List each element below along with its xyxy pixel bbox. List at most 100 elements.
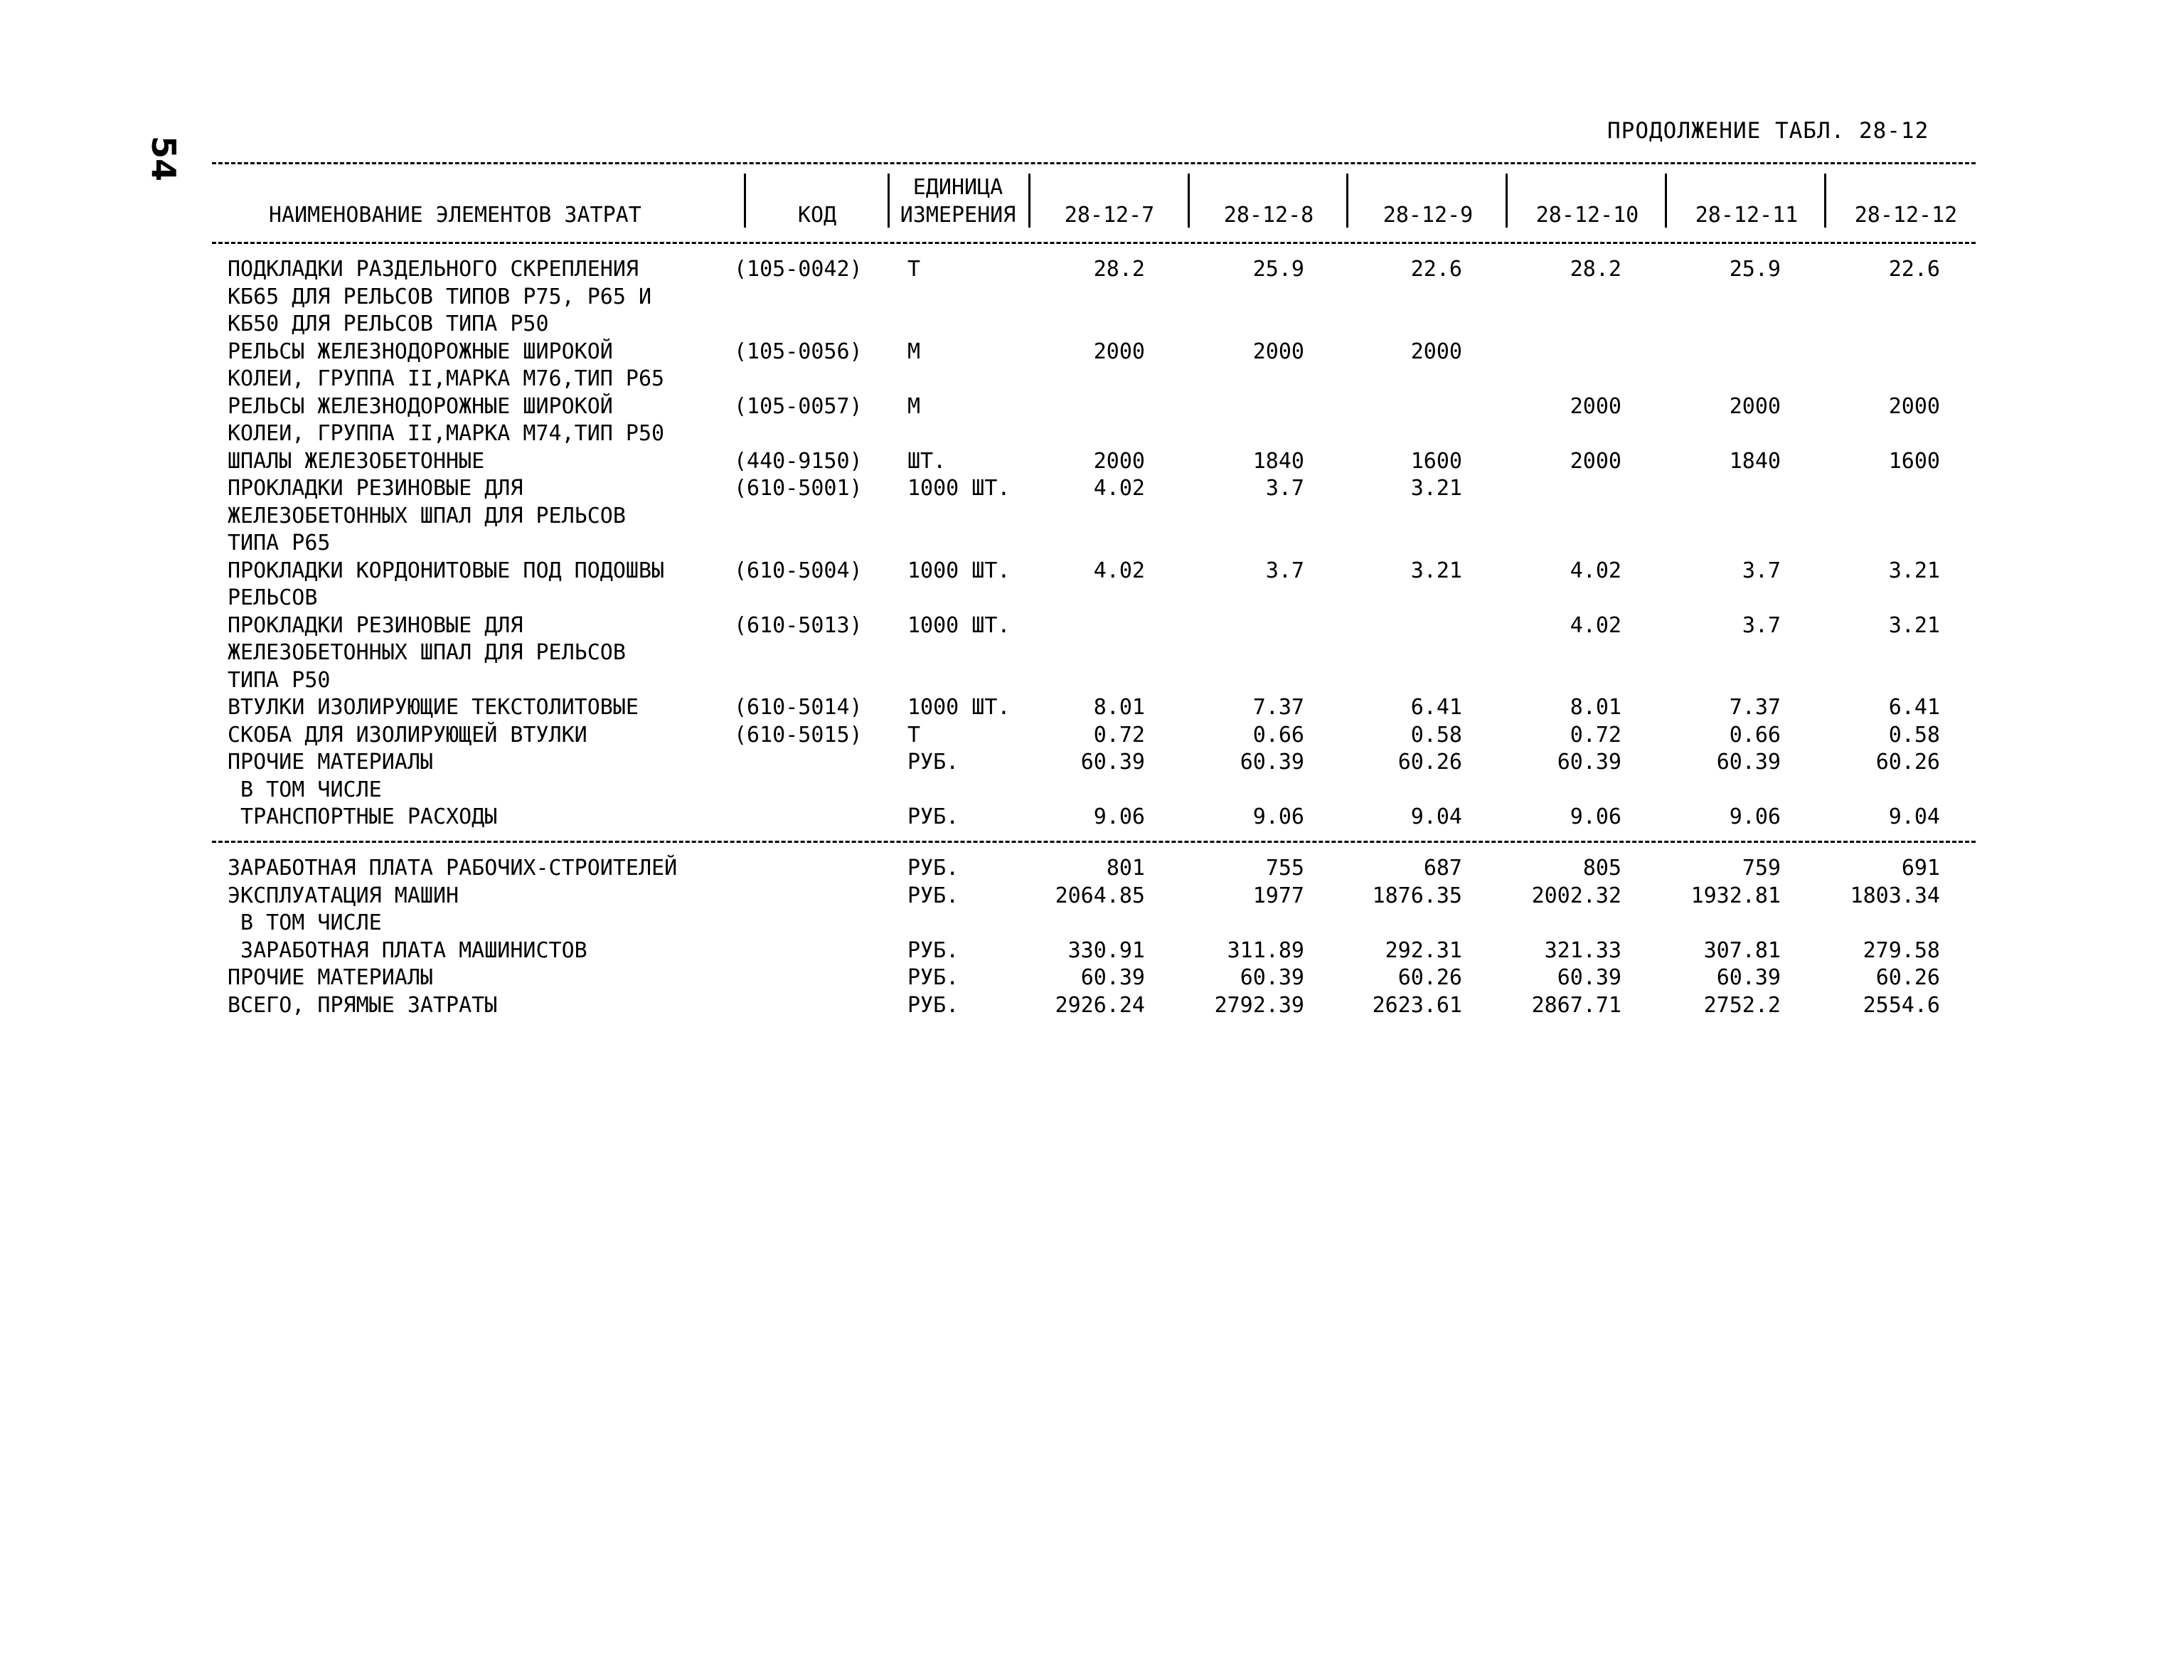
row-value: 2752.2 (1703, 992, 1781, 1018)
row-value: 3.21 (1888, 558, 1940, 583)
row-name-line: ПРОЧИЕ МАТЕРИАЛЫ (228, 750, 433, 775)
row-value: 2000 (1570, 393, 1621, 419)
row-value: 7.37 (1729, 695, 1781, 720)
row-value: 0.72 (1570, 722, 1621, 748)
section-divider-rule (212, 841, 1976, 843)
row-value: 8.01 (1570, 695, 1621, 720)
header-column: 28-12-12 (1854, 203, 1958, 228)
row-value: 2867.71 (1531, 992, 1621, 1018)
row-value: 60.39 (1240, 965, 1304, 990)
row-code: (610-5014) (734, 695, 863, 720)
row-name-line: ПРОЧИЕ МАТЕРИАЛЫ (228, 965, 433, 990)
header-separator (744, 174, 746, 228)
row-value: 60.39 (1080, 965, 1145, 990)
row-value: 9.04 (1888, 804, 1940, 829)
row-value: 4.02 (1570, 612, 1621, 638)
row-name-line: ШПАЛЫ ЖЕЛЕЗОБЕТОННЫЕ (228, 448, 485, 474)
row-value: 0.58 (1410, 722, 1462, 748)
row-code: (610-5001) (734, 476, 863, 501)
header-separator (1506, 174, 1508, 228)
row-unit: РУБ. (907, 992, 959, 1018)
row-value: 0.66 (1729, 722, 1781, 748)
row-code: (105-0056) (734, 339, 863, 364)
row-value: 4.02 (1570, 558, 1621, 583)
row-value: 60.39 (1716, 750, 1781, 775)
row-value: 9.06 (1570, 804, 1621, 829)
row-name-line: ЗАРАБОТНАЯ ПЛАТА РАБОЧИХ-СТРОИТЕЛЕЙ (228, 856, 678, 881)
row-value: 8.01 (1093, 695, 1145, 720)
row-value: 2064.85 (1055, 883, 1145, 908)
row-value: 279.58 (1863, 937, 1940, 963)
row-code: (105-0042) (734, 257, 863, 282)
row-unit: 1000 ШТ. (907, 558, 1011, 583)
row-value: 1600 (1410, 448, 1462, 474)
row-value: 9.04 (1410, 804, 1462, 829)
row-name-line: КОЛЕИ, ГРУППА II,МАРКА М76,ТИП Р65 (228, 366, 665, 391)
row-value: 60.26 (1397, 750, 1462, 775)
row-unit: РУБ. (907, 750, 959, 775)
row-value: 60.39 (1716, 965, 1781, 990)
row-unit: 1000 ШТ. (907, 612, 1011, 638)
row-name-line: ПРОКЛАДКИ РЕЗИНОВЫЕ ДЛЯ (228, 612, 523, 638)
row-name-line: РЕЛЬСЫ ЖЕЛЕЗНОДОРОЖНЫЕ ШИРОКОЙ (228, 393, 613, 419)
header-separator (1665, 174, 1667, 228)
row-value: 60.39 (1080, 750, 1145, 775)
header-separator (1188, 174, 1190, 228)
row-value: 1977 (1252, 883, 1304, 908)
row-value: 0.72 (1093, 722, 1145, 748)
row-value: 60.26 (1875, 965, 1940, 990)
row-name-line: КОЛЕИ, ГРУППА II,МАРКА М74,ТИП Р50 (228, 421, 665, 446)
row-value: 2000 (1570, 448, 1621, 474)
header-separator (1028, 174, 1030, 228)
row-value: 755 (1265, 856, 1304, 881)
row-unit: РУБ. (907, 856, 959, 881)
header-separator (1824, 174, 1826, 228)
row-value: 3.21 (1410, 476, 1462, 501)
row-value: 60.26 (1397, 965, 1462, 990)
row-value: 2554.6 (1863, 992, 1940, 1018)
row-value: 60.39 (1557, 750, 1621, 775)
row-value: 1803.34 (1850, 883, 1940, 908)
row-name-line: СКОБА ДЛЯ ИЗОЛИРУЮЩЕЙ ВТУЛКИ (228, 722, 587, 748)
row-value: 60.39 (1240, 750, 1304, 775)
row-value: 3.21 (1410, 558, 1462, 583)
row-unit: М (907, 393, 921, 419)
row-value: 25.9 (1252, 257, 1304, 282)
row-value: 691 (1901, 856, 1940, 881)
row-value: 2000 (1093, 448, 1145, 474)
row-unit: РУБ. (907, 804, 959, 829)
row-value: 22.6 (1888, 257, 1940, 282)
row-value: 311.89 (1227, 937, 1304, 963)
row-value: 22.6 (1410, 257, 1462, 282)
row-value: 7.37 (1252, 695, 1304, 720)
header-column: 28-12-9 (1383, 203, 1474, 228)
row-value: 330.91 (1067, 937, 1145, 963)
header-separator (1346, 174, 1348, 228)
table-top-rule (212, 162, 1976, 164)
row-value: 805 (1582, 856, 1621, 881)
row-name-line: ВСЕГО, ПРЯМЫЕ ЗАТРАТЫ (228, 992, 498, 1018)
row-unit: 1000 ШТ. (907, 476, 1011, 501)
row-value: 0.66 (1252, 722, 1304, 748)
row-value: 1932.81 (1690, 883, 1781, 908)
row-value: 3.7 (1742, 612, 1781, 638)
header-column: 28-12-10 (1535, 203, 1639, 228)
row-name-line: ЖЕЛЕЗОБЕТОННЫХ ШПАЛ ДЛЯ РЕЛЬСОВ (228, 640, 626, 665)
header-column: 28-12-8 (1223, 203, 1314, 228)
row-code: (440-9150) (734, 448, 863, 474)
row-unit: 1000 ШТ. (907, 695, 1011, 720)
row-value: 292.31 (1385, 937, 1462, 963)
row-value: 2000 (1888, 393, 1940, 419)
row-value: 321.33 (1544, 937, 1621, 963)
row-value: 2000 (1410, 339, 1462, 364)
row-code: (610-5015) (734, 722, 863, 748)
row-name-line: В ТОМ ЧИСЛЕ (228, 910, 382, 935)
header-unit-line1: ЕДИНИЦА (912, 175, 1003, 200)
row-value: 2002.32 (1531, 883, 1621, 908)
row-unit: РУБ. (907, 883, 959, 908)
row-value: 687 (1423, 856, 1462, 881)
row-value: 9.06 (1093, 804, 1145, 829)
row-name-line: ПРОКЛАДКИ РЕЗИНОВЫЕ ДЛЯ (228, 476, 523, 501)
row-name-line: В ТОМ ЧИСЛЕ (228, 777, 382, 802)
row-value: 60.26 (1875, 750, 1940, 775)
